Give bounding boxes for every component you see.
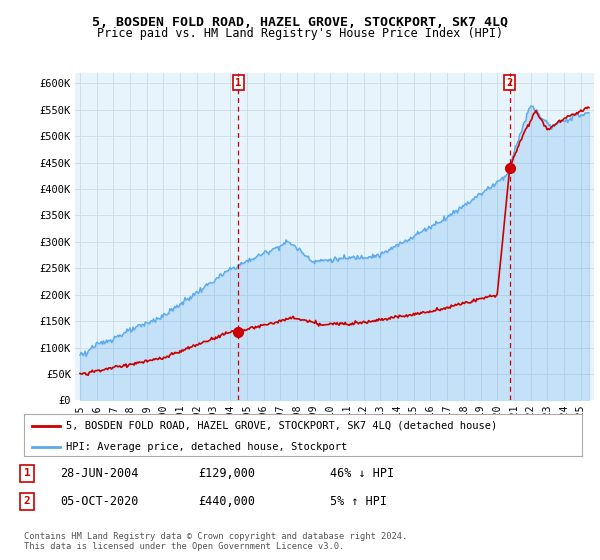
Text: 28-JUN-2004: 28-JUN-2004 [60,466,139,480]
Text: 05-OCT-2020: 05-OCT-2020 [60,494,139,508]
Text: £129,000: £129,000 [198,466,255,480]
Text: 5, BOSDEN FOLD ROAD, HAZEL GROVE, STOCKPORT, SK7 4LQ: 5, BOSDEN FOLD ROAD, HAZEL GROVE, STOCKP… [92,16,508,29]
Text: Contains HM Land Registry data © Crown copyright and database right 2024.
This d: Contains HM Land Registry data © Crown c… [24,532,407,552]
Text: 5% ↑ HPI: 5% ↑ HPI [330,494,387,508]
Text: 46% ↓ HPI: 46% ↓ HPI [330,466,394,480]
Text: £440,000: £440,000 [198,494,255,508]
Text: 2: 2 [506,78,513,88]
Text: Price paid vs. HM Land Registry's House Price Index (HPI): Price paid vs. HM Land Registry's House … [97,27,503,40]
Text: 5, BOSDEN FOLD ROAD, HAZEL GROVE, STOCKPORT, SK7 4LQ (detached house): 5, BOSDEN FOLD ROAD, HAZEL GROVE, STOCKP… [66,421,497,431]
Text: HPI: Average price, detached house, Stockport: HPI: Average price, detached house, Stoc… [66,442,347,452]
Text: 2: 2 [23,496,31,506]
Text: 1: 1 [23,468,31,478]
Text: 1: 1 [235,78,242,88]
